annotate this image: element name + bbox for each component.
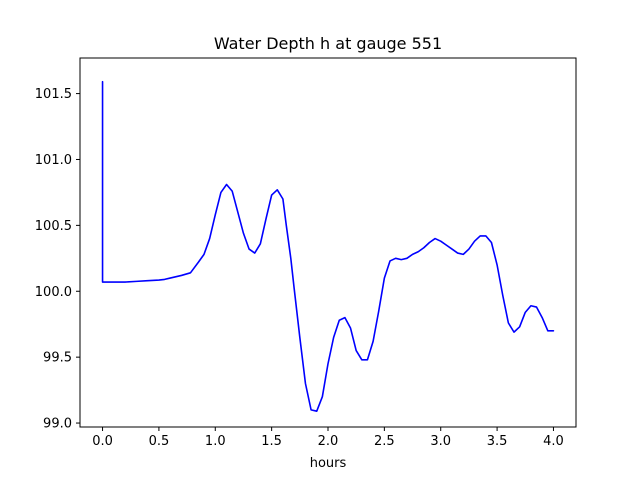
x-tick-label: 3.5	[487, 434, 508, 449]
series-layer	[101, 80, 555, 412]
x-tick-label: 2.0	[318, 434, 339, 449]
y-tick-label: 100.5	[35, 219, 72, 234]
x-tick-label: 1.5	[261, 434, 282, 449]
x-tick-label: 1.0	[205, 434, 226, 449]
x-tick-label: 4.0	[543, 434, 564, 449]
x-axis: 0.0 0.5 1.0 1.5 2.0 2.5 3.0 3.5 4.0	[92, 427, 564, 449]
y-tick-label: 101.5	[35, 87, 72, 102]
y-axis: 99.0 99.5 100.0 100.5 101.0 101.5	[35, 87, 80, 432]
y-tick-label: 99.0	[43, 417, 72, 432]
series-line-0	[101, 80, 555, 412]
y-tick-label: 99.5	[43, 351, 72, 366]
chart-title: Water Depth h at gauge 551	[214, 34, 442, 53]
y-tick-label: 100.0	[35, 285, 72, 300]
x-tick-label: 2.5	[374, 434, 395, 449]
x-tick-label: 0.0	[92, 434, 113, 449]
x-axis-label: hours	[310, 456, 347, 471]
x-tick-label: 3.0	[430, 434, 451, 449]
x-tick-label: 0.5	[149, 434, 170, 449]
y-tick-label: 101.0	[35, 153, 72, 168]
